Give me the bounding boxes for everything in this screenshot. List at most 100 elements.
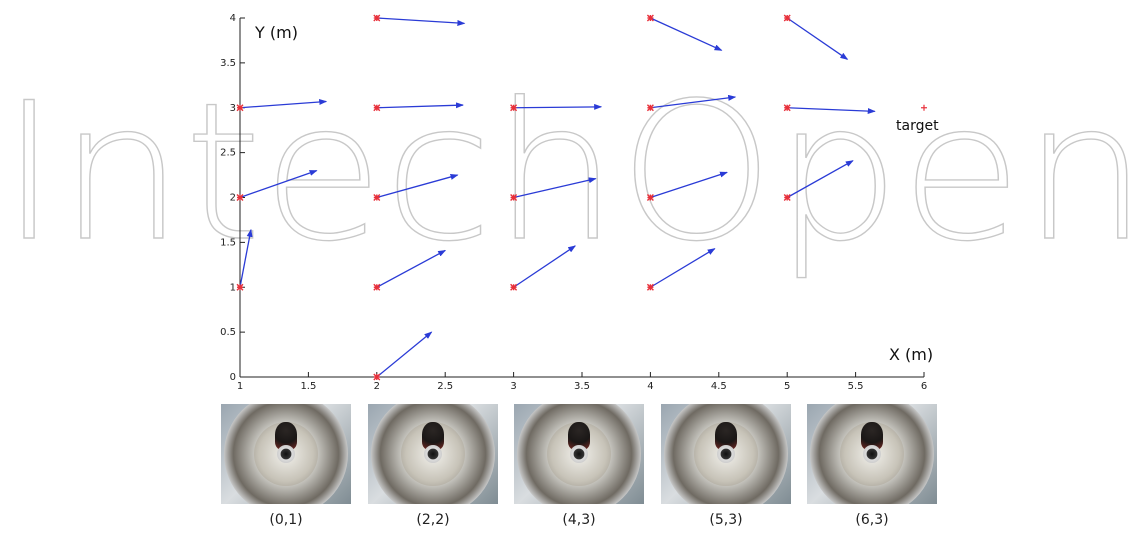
position-marker [646,283,654,291]
person-silhouette [861,422,883,450]
panoramic-thumbnail [368,404,498,504]
x-tick-label: 3 [510,381,516,392]
y-tick-label: 2.5 [220,148,236,159]
y-tick-label: 0 [230,372,236,383]
position-marker [783,104,791,112]
position-marker [646,194,654,201]
camera-icon [570,445,588,463]
x-tick-label: 4 [647,381,653,392]
position-marker [510,194,518,201]
marker-stroke [373,283,381,291]
marker-stroke [510,194,518,201]
direction-arrow [786,17,849,60]
marker-stroke [510,104,518,112]
x-tick-label: 5 [784,381,790,392]
axes: 1 1.5 2 2.5 3 3.5 4 4.5 5 5.5 6 0 0.5 1 1.5 2 2.5 3 3.5 4 [220,13,927,392]
y-tick-label: 3.5 [220,58,236,69]
marker-stroke [373,104,381,112]
person-silhouette [275,422,297,450]
panoramic-thumbnail [514,404,644,504]
position-marker [646,14,654,22]
direction-arrow [376,249,447,288]
position-marker [783,194,791,201]
thumbnail-caption: (0,1) [269,512,303,528]
target-marker [921,104,927,111]
y-tick-label: 1.5 [220,237,236,248]
marker-stroke [646,104,654,112]
y-tick-label: 0.5 [220,327,236,338]
position-marker [236,194,244,201]
direction-arrow [650,17,723,51]
person-silhouette [568,422,590,450]
x-tick-label: 2 [374,381,380,392]
position-marker [373,373,381,381]
marker-stroke [783,14,791,22]
position-marker [373,194,381,201]
y-tick-label: 2 [230,193,236,204]
direction-arrow [376,17,466,26]
direction-arrow [239,98,328,109]
direction-arrow [650,94,737,109]
position-marker [783,14,791,22]
position-marker [510,104,518,112]
position-marker [236,104,244,112]
x-tick-label: 2.5 [437,381,453,392]
y-axis-title: Y (m) [254,23,298,42]
direction-arrow [650,248,716,288]
marker-stroke [646,14,654,22]
marker-stroke [783,104,791,112]
thumbnail-caption: (2,2) [416,512,450,528]
position-marker [510,283,518,291]
marker-layer [236,14,927,381]
y-tick-label: 3 [230,103,236,114]
x-tick-label: 1 [237,381,243,392]
direction-arrow [376,102,464,109]
marker-stroke [373,14,381,22]
marker-stroke [373,194,381,201]
panoramic-thumbnail [807,404,937,504]
y-tick-label: 4 [230,13,236,24]
position-marker [373,283,381,291]
direction-arrow [239,169,318,199]
direction-arrow [650,171,728,199]
marker-stroke [373,373,381,381]
marker-stroke [783,194,791,201]
x-axis-title: X (m) [889,345,933,364]
direction-arrow [787,107,876,115]
camera-icon [717,445,735,463]
marker-stroke [646,194,654,201]
camera-icon [424,445,442,463]
x-tick-label: 5.5 [848,381,864,392]
marker-stroke [510,283,518,291]
direction-arrow [513,177,597,199]
direction-arrow [239,228,253,288]
x-tick-label: 1.5 [300,381,316,392]
x-tick-label: 4.5 [711,381,727,392]
arrow-layer [239,17,876,378]
marker-stroke [646,283,654,291]
direction-arrow [376,331,433,378]
marker-stroke [236,194,244,201]
position-marker [373,104,381,112]
direction-arrow [513,103,603,110]
vector-field-chart: 1 1.5 2 2.5 3 3.5 4 4.5 5 5.5 6 0 0.5 1 1.5 2 2.5 3 3.5 4 Y… [220,13,939,392]
position-marker [646,104,654,112]
thumbnail-caption: (6,3) [855,512,889,528]
target-label: target [896,118,939,134]
panoramic-thumbnail [661,404,791,504]
camera-icon [277,445,295,463]
position-marker [236,283,244,291]
marker-stroke [236,104,244,112]
position-marker [373,14,381,22]
thumbnail-caption: (4,3) [562,512,596,528]
direction-arrow [513,245,576,288]
panoramic-thumbnail [221,404,351,504]
y-tick-label: 1 [230,282,236,293]
x-tick-label: 3.5 [574,381,590,392]
x-tick-label: 6 [921,381,927,392]
marker-stroke [236,283,244,291]
person-silhouette [422,422,444,450]
person-silhouette [715,422,737,450]
direction-arrow [376,174,459,199]
direction-arrow [786,160,854,199]
